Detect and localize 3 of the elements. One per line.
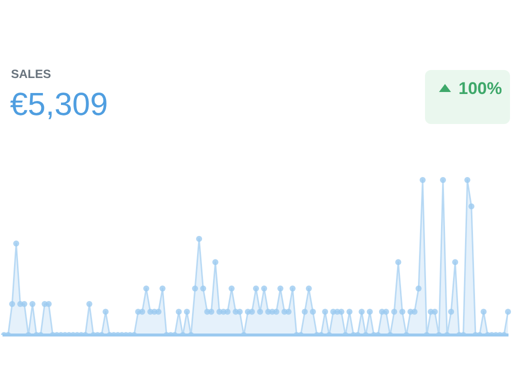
chart-title: SALES (11, 67, 52, 81)
text: 100% (458, 79, 502, 99)
chart-subtitle: €5,309 (10, 86, 108, 123)
